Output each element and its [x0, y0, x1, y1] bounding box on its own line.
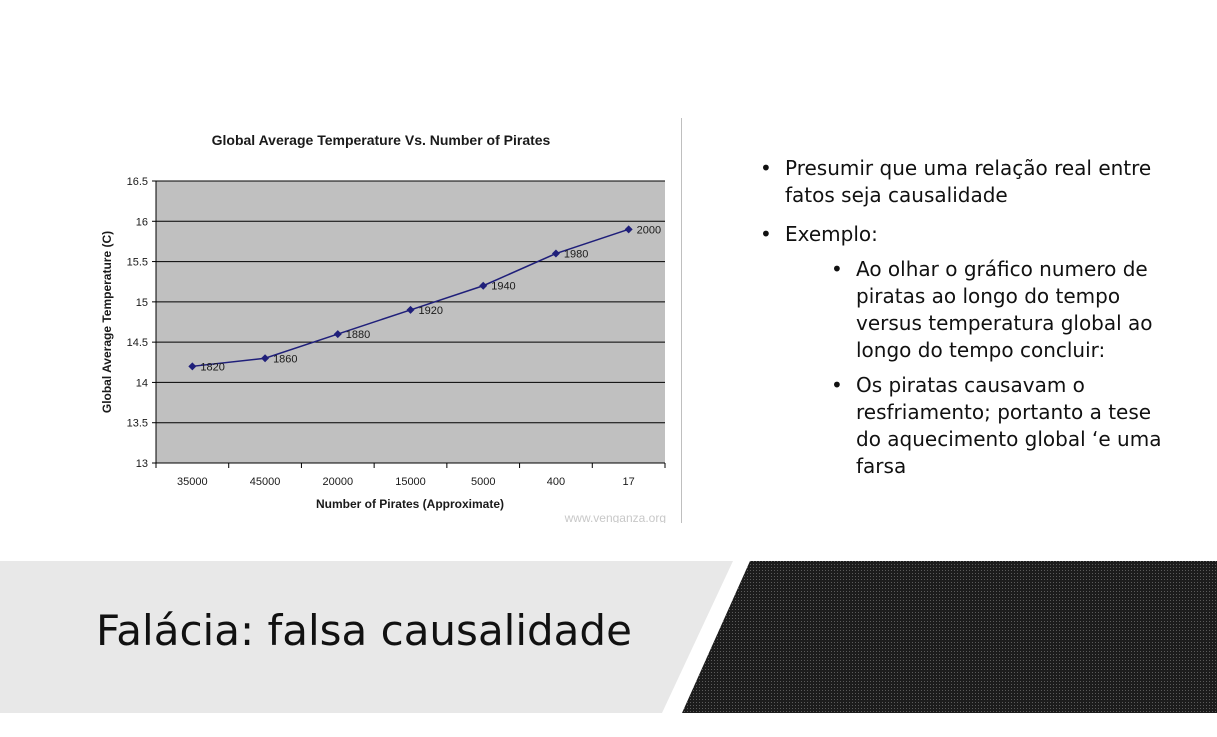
x-tick-label: 20000 [322, 476, 353, 488]
x-axis-ticks: 35000 45000 20000 15000 5000 400 17 [155, 462, 666, 488]
x-tick-label: 17 [623, 476, 635, 488]
data-point-label: 1920 [419, 305, 443, 317]
chart-title: Global Average Temperature Vs. Number of… [212, 132, 551, 148]
y-tick-label: 16.5 [127, 176, 148, 188]
y-tick-label: 13.5 [127, 418, 148, 430]
watermark: www.venganza.org [564, 511, 666, 523]
chart-canvas: Global Average Temperature Vs. Number of… [100, 132, 666, 523]
y-axis-label: Global Average Temperature (C) [100, 231, 114, 413]
plot-area [156, 181, 665, 463]
x-tick-label: 5000 [471, 476, 495, 488]
x-axis-label: Number of Pirates (Approximate) [316, 497, 504, 511]
y-axis-label-text: Global Average Temperature [100, 248, 114, 414]
slide-title: Falácia: falsa causalidade [96, 606, 632, 655]
x-tick-label: 400 [547, 476, 565, 488]
x-tick-label: 15000 [395, 476, 426, 488]
sub-bullet-item: Ao olhar o gráfico numero de piratas ao … [831, 256, 1180, 364]
x-tick-label: 35000 [177, 476, 208, 488]
bullet-text: Exemplo: [785, 222, 878, 246]
y-tick-label: 15 [136, 297, 148, 309]
bullet-item: Exemplo: Ao olhar o gráfico numero de pi… [760, 221, 1180, 480]
bullet-item: Presumir que uma relação real entre fato… [760, 155, 1180, 209]
sub-bullet-text: Os piratas causavam o resfriamento; port… [856, 373, 1162, 478]
y-tick-label: 14.5 [127, 337, 148, 349]
y-tick-label: 14 [136, 377, 148, 389]
y-tick-label: 13 [136, 458, 148, 470]
pirates-chart: Global Average Temperature Vs. Number of… [95, 118, 682, 523]
data-point [406, 305, 415, 314]
data-point [261, 354, 270, 363]
sub-bullet-text: Ao olhar o gráfico numero de piratas ao … [856, 257, 1153, 362]
sub-bullet-item: Os piratas causavam o resfriamento; port… [831, 372, 1180, 480]
y-axis-ticks: 13 13.5 14 14.5 15 15.5 16 16.5 [127, 176, 157, 470]
y-tick-label: 15.5 [127, 257, 148, 269]
y-tick-label: 16 [136, 216, 148, 228]
y-axis-label-unit: (C) [100, 231, 114, 248]
data-point [551, 249, 560, 258]
sub-bullet-list: Ao olhar o gráfico numero de piratas ao … [785, 256, 1180, 480]
grid-lines [156, 180, 665, 464]
x-tick-label: 45000 [250, 476, 281, 488]
data-point-label: 1980 [564, 249, 588, 261]
data-point [188, 362, 197, 371]
data-point-label: 1940 [491, 281, 515, 293]
bullet-text: Presumir que uma relação real entre fato… [785, 156, 1152, 207]
data-point [624, 225, 633, 234]
data-series: 1820 1860 1880 1920 1940 1980 2000 [188, 224, 661, 373]
decorative-dark-panel [662, 561, 1217, 713]
data-point [333, 330, 342, 339]
data-point-label: 1860 [273, 353, 297, 365]
data-point-label: 2000 [637, 224, 661, 236]
bullet-list: Presumir que uma relação real entre fato… [760, 155, 1180, 492]
data-point-label: 1880 [346, 329, 370, 341]
data-point [479, 281, 488, 290]
data-point-label: 1820 [200, 361, 224, 373]
